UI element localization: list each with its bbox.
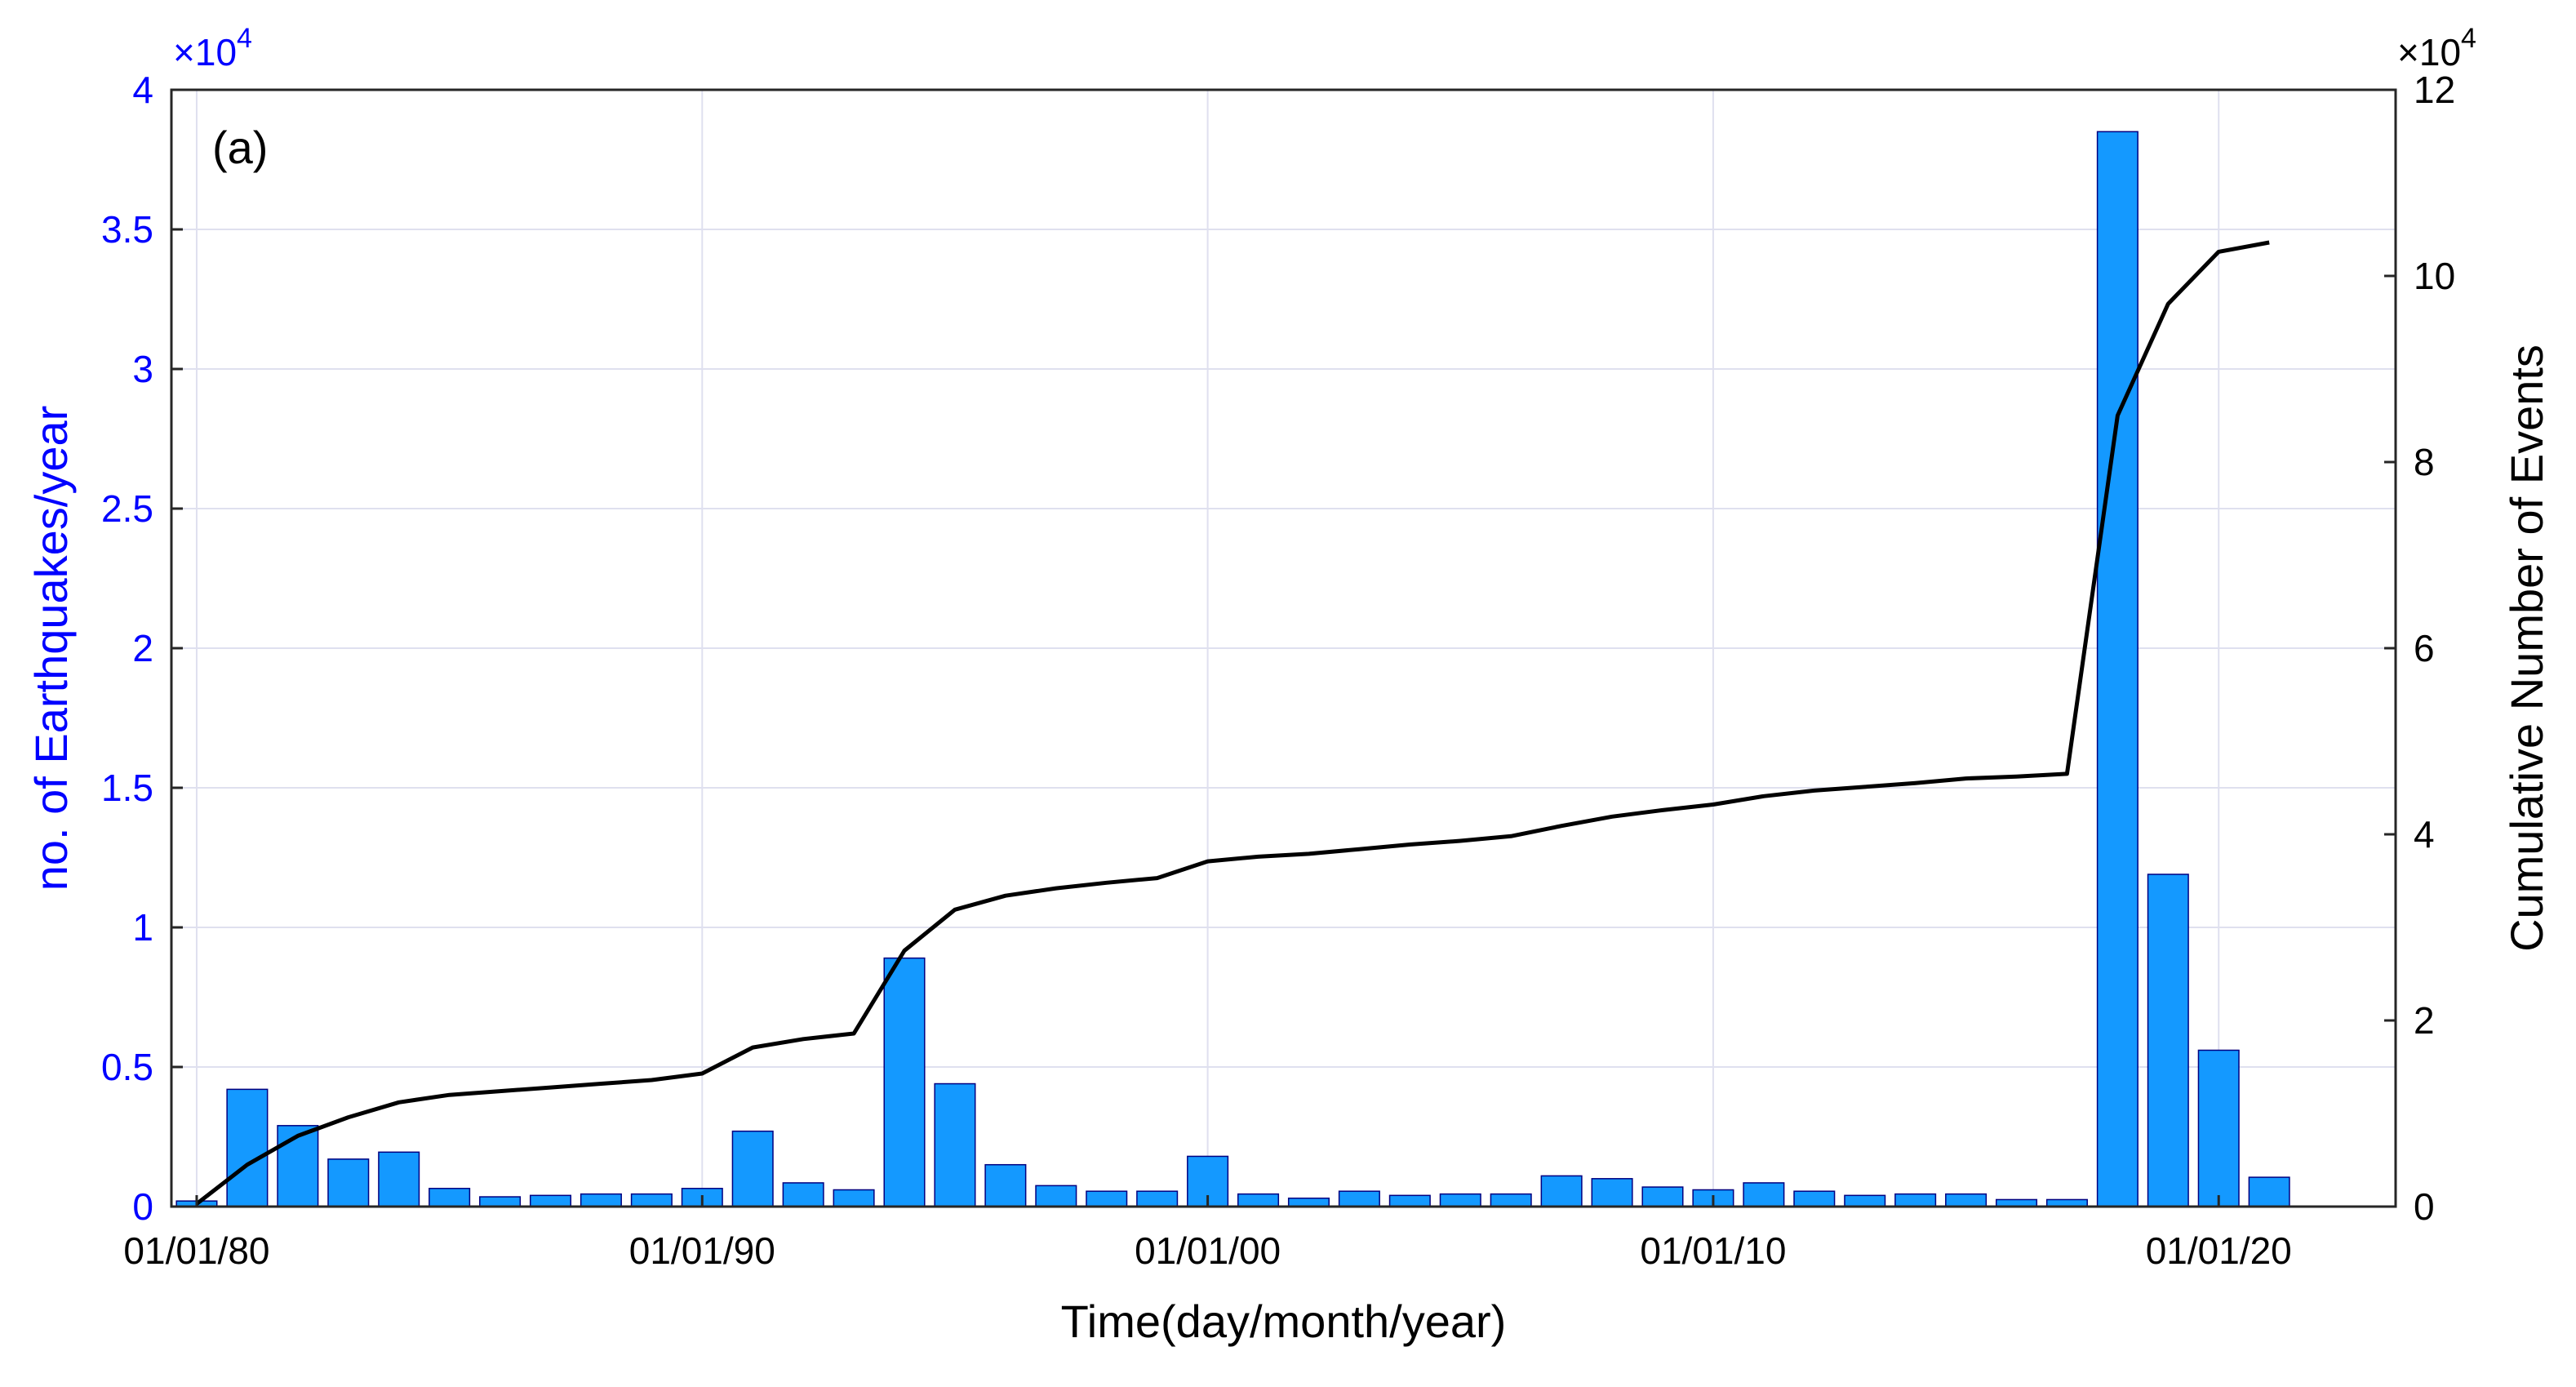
bar — [731, 1130, 774, 1207]
bar — [1743, 1182, 1785, 1207]
bar — [529, 1194, 572, 1207]
left-tick-label: 2 — [132, 627, 153, 669]
bar — [1388, 1194, 1431, 1207]
right-tick-label: 4 — [2414, 813, 2435, 856]
right-tick-label: 2 — [2414, 999, 2435, 1042]
bar — [782, 1182, 824, 1207]
right-tick-label: 6 — [2414, 627, 2435, 669]
left-tick-label: 1.5 — [101, 767, 153, 809]
bar — [1641, 1186, 1684, 1207]
left-tick-label: 3 — [132, 348, 153, 390]
bar — [1793, 1190, 1836, 1207]
x-tick-label: 01/01/80 — [123, 1229, 269, 1272]
bar — [1287, 1197, 1330, 1207]
cumulative-line — [195, 240, 2270, 1206]
right-tick-label: 12 — [2414, 69, 2455, 111]
bar — [1086, 1190, 1128, 1207]
left-tick-label: 2.5 — [101, 487, 153, 530]
bar — [2248, 1176, 2290, 1207]
bar — [479, 1196, 522, 1207]
ticks-layer: 0 0.5 1 1.5 2 2.5 3 3.5 4 0 2 4 6 8 10 12 01/01/80 01/01/… — [101, 69, 2455, 1272]
bar — [277, 1125, 319, 1207]
grid-layer — [171, 89, 2396, 1207]
right-tick-label: 10 — [2414, 255, 2455, 297]
left-tick-label: 1 — [132, 906, 153, 949]
left-tick-label: 0.5 — [101, 1046, 153, 1088]
bar — [1439, 1193, 1481, 1207]
bar — [1945, 1193, 1988, 1207]
left-tick-label: 0 — [132, 1185, 153, 1228]
left-tick-label: 3.5 — [101, 208, 153, 251]
right-axis-exponent: ×104 — [2397, 23, 2476, 73]
bar — [1591, 1178, 1633, 1207]
bar — [429, 1188, 471, 1207]
bar — [984, 1163, 1027, 1207]
bar — [883, 957, 926, 1207]
right-exponent-base: ×10 — [2397, 31, 2461, 73]
right-y-axis-label: Cumulative Number of Events — [2501, 345, 2552, 952]
bar — [1844, 1194, 1886, 1207]
x-tick-label: 01/01/90 — [629, 1229, 775, 1272]
bar — [2147, 874, 2189, 1207]
bar — [1338, 1190, 1380, 1207]
bar — [630, 1193, 673, 1207]
line-layer — [195, 240, 2270, 1206]
bars-layer — [175, 131, 2290, 1207]
bar — [1894, 1193, 1937, 1207]
x-tick-label: 01/01/10 — [1640, 1229, 1786, 1272]
left-y-axis-label: no. of Earthquakes/year — [25, 406, 77, 891]
bar — [327, 1158, 370, 1207]
left-exponent-power: 4 — [237, 23, 252, 54]
bar — [378, 1151, 420, 1207]
left-axis-exponent: ×104 — [173, 23, 252, 73]
bar — [580, 1193, 622, 1207]
bar — [1490, 1193, 1532, 1207]
right-tick-label: 8 — [2414, 441, 2435, 483]
left-tick-label: 4 — [132, 69, 153, 111]
bar — [833, 1189, 875, 1207]
bar — [226, 1088, 269, 1207]
right-exponent-power: 4 — [2461, 23, 2476, 54]
right-tick-label: 0 — [2414, 1185, 2435, 1228]
bar — [1136, 1190, 1179, 1207]
bar — [1540, 1175, 1583, 1207]
bar — [1237, 1193, 1280, 1207]
x-axis-label: Time(day/month/year) — [1061, 1296, 1507, 1347]
bar — [2096, 131, 2139, 1207]
bar — [2197, 1049, 2240, 1207]
bar — [1035, 1185, 1077, 1207]
left-exponent-base: ×10 — [173, 31, 237, 73]
panel-label: (a) — [212, 122, 268, 173]
bar — [934, 1082, 976, 1207]
x-tick-label: 01/01/20 — [2146, 1229, 2292, 1272]
x-tick-label: 01/01/00 — [1135, 1229, 1281, 1272]
